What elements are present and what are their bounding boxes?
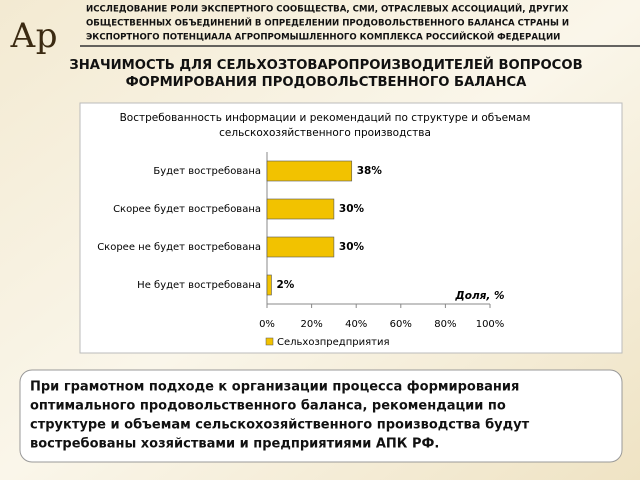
legend-label: Сельхозпредприятия bbox=[277, 337, 389, 348]
chart-title: сельскохозяйственного производства bbox=[219, 127, 431, 139]
x-tick-label: 60% bbox=[390, 319, 412, 330]
chart-area bbox=[79, 102, 623, 354]
value-label: 38% bbox=[357, 165, 383, 177]
legend-swatch bbox=[265, 337, 274, 346]
note-box bbox=[19, 369, 623, 463]
header-line: ОБЩЕСТВЕННЫХ ОБЪЕДИНЕНИЙ В ОПРЕДЕЛЕНИИ П… bbox=[86, 17, 569, 29]
x-tick-label: 20% bbox=[300, 319, 322, 330]
note-line: структуре и объемам сельскохозяйственног… bbox=[30, 418, 530, 433]
note-line: востребованы хозяйствами и предприятиями… bbox=[30, 437, 439, 452]
slide-title: ЗНАЧИМОСТЬ ДЛЯ СЕЛЬХОЗТОВАРОПРОИЗВОДИТЕЛ… bbox=[69, 56, 582, 90]
header-line: ИССЛЕДОВАНИЕ РОЛИ ЭКСПЕРТНОГО СООБЩЕСТВА… bbox=[86, 3, 569, 15]
bar bbox=[266, 274, 272, 296]
chart-title: Востребованность информации и рекомендац… bbox=[120, 112, 531, 124]
y-tick-label: Скорее не будет востребована bbox=[97, 242, 261, 253]
x-tick-label: 0% bbox=[259, 319, 275, 330]
header: ИССЛЕДОВАНИЕ РОЛИ ЭКСПЕРТНОГО СООБЩЕСТВА… bbox=[86, 3, 569, 43]
note-line: оптимального продовольственного баланса,… bbox=[30, 399, 506, 414]
slide-title-line: ФОРМИРОВАНИЯ ПРОДОВОЛЬСТВЕННОГО БАЛАНСА bbox=[126, 75, 528, 90]
chart: Востребованность информации и рекомендац… bbox=[97, 112, 530, 348]
bar bbox=[266, 198, 335, 220]
header-line: ЭКСПОРТНОГО ПОТЕНЦИАЛА АГРОПРОМЫШЛЕННОГО… bbox=[86, 31, 560, 43]
x-axis-label: Доля, % bbox=[454, 290, 504, 302]
value-label: 30% bbox=[339, 241, 365, 253]
value-label: 30% bbox=[339, 203, 365, 215]
x-tick-label: 40% bbox=[345, 319, 367, 330]
value-label: 2% bbox=[276, 279, 294, 291]
y-tick-label: Не будет востребована bbox=[137, 280, 261, 291]
logo: Ар bbox=[10, 16, 58, 56]
x-tick-label: 80% bbox=[434, 319, 456, 330]
bar bbox=[266, 160, 353, 182]
note: При грамотном подходе к организации проц… bbox=[30, 380, 530, 452]
y-tick-label: Скорее будет востребована bbox=[113, 204, 261, 215]
slide-title-line: ЗНАЧИМОСТЬ ДЛЯ СЕЛЬХОЗТОВАРОПРОИЗВОДИТЕЛ… bbox=[69, 56, 582, 73]
note-line: При грамотном подходе к организации проц… bbox=[30, 380, 519, 395]
bar bbox=[266, 236, 335, 258]
y-tick-label: Будет востребована bbox=[153, 166, 261, 177]
x-tick-label: 100% bbox=[476, 319, 505, 330]
